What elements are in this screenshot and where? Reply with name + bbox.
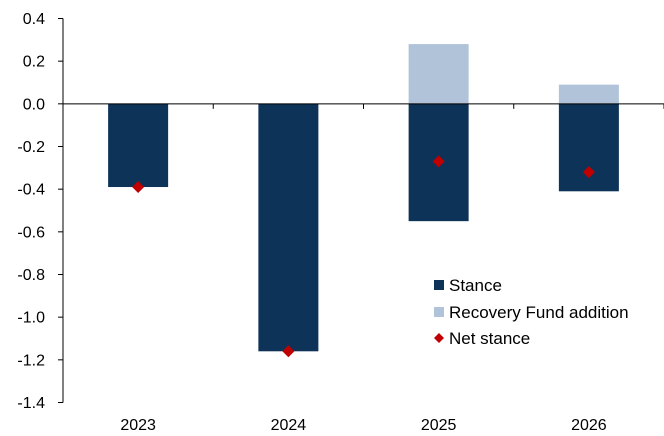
bar-recovery-fund-2025 <box>408 44 469 104</box>
bar-stance-2023 <box>108 103 169 188</box>
y-tick-label: -1.2 <box>17 352 45 369</box>
legend-label-stance: Stance <box>449 276 502 295</box>
x-tick-label: 2024 <box>271 417 307 434</box>
x-tick-label: 2025 <box>421 417 457 434</box>
marker-net-stance-2024 <box>282 345 295 358</box>
legend-label-net-stance: Net stance <box>449 329 530 348</box>
y-tick-label: -0.4 <box>17 182 45 199</box>
y-tick-label: -1.0 <box>17 310 45 327</box>
bar-stance-2024 <box>258 103 319 352</box>
marker-net-stance-2026 <box>582 166 595 179</box>
y-tick-label: 0.0 <box>23 96 45 113</box>
x-tick-label: 2023 <box>120 417 156 434</box>
x-tick-label: 2026 <box>571 417 607 434</box>
y-tick-label: 0.4 <box>23 11 45 28</box>
y-tick-label: -0.8 <box>17 267 45 284</box>
y-tick-label: -0.6 <box>17 224 45 241</box>
legend-swatch-stance <box>434 280 444 290</box>
x-axis-labels: 2023 2024 2025 2026 <box>62 103 664 434</box>
legend-label-recovery-fund: Recovery Fund addition <box>449 303 629 322</box>
marker-net-stance-2023 <box>132 181 145 194</box>
y-tick-label: -1.4 <box>17 395 45 412</box>
bar-stance-2026 <box>558 103 619 192</box>
y-axis-ticks: 0.4 0.2 0.0 -0.2 -0.4 -0.6 -0.8 -1.0 -1.2 -1.4 <box>17 11 63 412</box>
legend-swatch-recovery-fund <box>434 307 444 317</box>
bar-recovery-fund-2026 <box>558 84 619 104</box>
marker-net-stance-2025 <box>432 155 445 168</box>
legend-swatch-net-stance <box>434 333 444 343</box>
y-tick-label: -0.2 <box>17 139 45 156</box>
markers-layer <box>132 155 595 358</box>
legend: Stance Recovery Fund addition Net stance <box>434 276 629 348</box>
y-tick-label: 0.2 <box>23 54 45 71</box>
